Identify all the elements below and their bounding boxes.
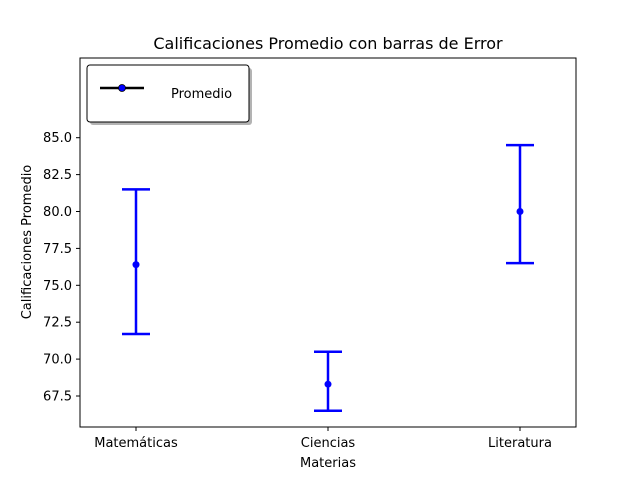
- y-axis-label: Calificaciones Promedio: [20, 165, 35, 320]
- x-axis: Matemáticas Ciencias Literatura: [94, 427, 552, 451]
- y-tick-label: 85.0: [43, 131, 72, 146]
- legend-label-promedio: Promedio: [171, 87, 232, 102]
- error-bar-group-literatura: [506, 143, 534, 265]
- legend: Promedio: [86, 64, 252, 125]
- legend-marker-sample: [118, 84, 126, 92]
- mean-point: [132, 261, 140, 269]
- mean-point: [516, 208, 524, 216]
- legend-box: [86, 64, 250, 123]
- x-tick-label-literatura: Literatura: [488, 436, 552, 451]
- plot-marks: [122, 143, 534, 413]
- y-tick-label: 82.5: [43, 168, 72, 183]
- y-tick-label: 75.0: [43, 279, 72, 294]
- chart-title: Calificaciones Promedio con barras de Er…: [153, 34, 503, 53]
- mean-point: [324, 380, 332, 388]
- y-axis: 67.5 70.0 72.5 75.0 77.5 80.0 82.5 85.0: [43, 131, 80, 405]
- x-tick-label-matematicas: Matemáticas: [94, 436, 178, 451]
- error-bar-group-matematicas: [122, 188, 150, 336]
- y-tick-label: 70.0: [43, 353, 72, 368]
- error-bar-group-ciencias: [314, 350, 342, 413]
- y-tick-label: 80.0: [43, 205, 72, 220]
- x-axis-label: Materias: [300, 456, 356, 471]
- y-tick-label: 72.5: [43, 316, 72, 331]
- x-tick-label-ciencias: Ciencias: [301, 436, 356, 451]
- y-tick-label: 67.5: [43, 390, 72, 405]
- y-tick-label: 77.5: [43, 242, 72, 257]
